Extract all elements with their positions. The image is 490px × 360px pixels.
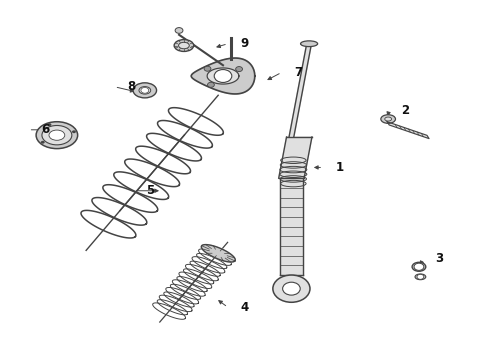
Circle shape	[48, 123, 51, 126]
Text: 2: 2	[401, 104, 410, 117]
Text: 3: 3	[436, 252, 443, 265]
Ellipse shape	[139, 87, 151, 94]
Ellipse shape	[385, 117, 392, 121]
Text: 7: 7	[294, 66, 302, 79]
Polygon shape	[289, 44, 312, 137]
Circle shape	[204, 66, 211, 71]
Circle shape	[273, 275, 310, 302]
Circle shape	[283, 282, 300, 295]
Polygon shape	[207, 68, 239, 84]
Text: 9: 9	[240, 37, 248, 50]
Circle shape	[208, 82, 214, 87]
Ellipse shape	[49, 130, 65, 140]
Circle shape	[414, 263, 424, 270]
Text: 1: 1	[335, 161, 343, 174]
Circle shape	[72, 130, 76, 133]
Text: 4: 4	[240, 301, 248, 314]
Ellipse shape	[300, 41, 318, 46]
Circle shape	[41, 141, 45, 144]
Circle shape	[175, 28, 183, 33]
Ellipse shape	[133, 83, 157, 98]
Ellipse shape	[36, 122, 77, 149]
Text: 6: 6	[41, 123, 49, 136]
Text: 8: 8	[127, 80, 135, 93]
Polygon shape	[191, 58, 255, 94]
Polygon shape	[387, 122, 429, 139]
Text: 5: 5	[147, 184, 154, 197]
Circle shape	[236, 67, 243, 72]
Polygon shape	[279, 137, 312, 178]
Polygon shape	[201, 244, 235, 262]
Ellipse shape	[178, 42, 189, 49]
Circle shape	[214, 69, 232, 82]
Polygon shape	[280, 178, 303, 275]
Circle shape	[141, 87, 149, 93]
Ellipse shape	[412, 262, 426, 271]
Ellipse shape	[174, 40, 194, 51]
Ellipse shape	[42, 126, 72, 145]
Ellipse shape	[415, 274, 426, 280]
Circle shape	[417, 274, 424, 279]
Ellipse shape	[381, 115, 395, 123]
